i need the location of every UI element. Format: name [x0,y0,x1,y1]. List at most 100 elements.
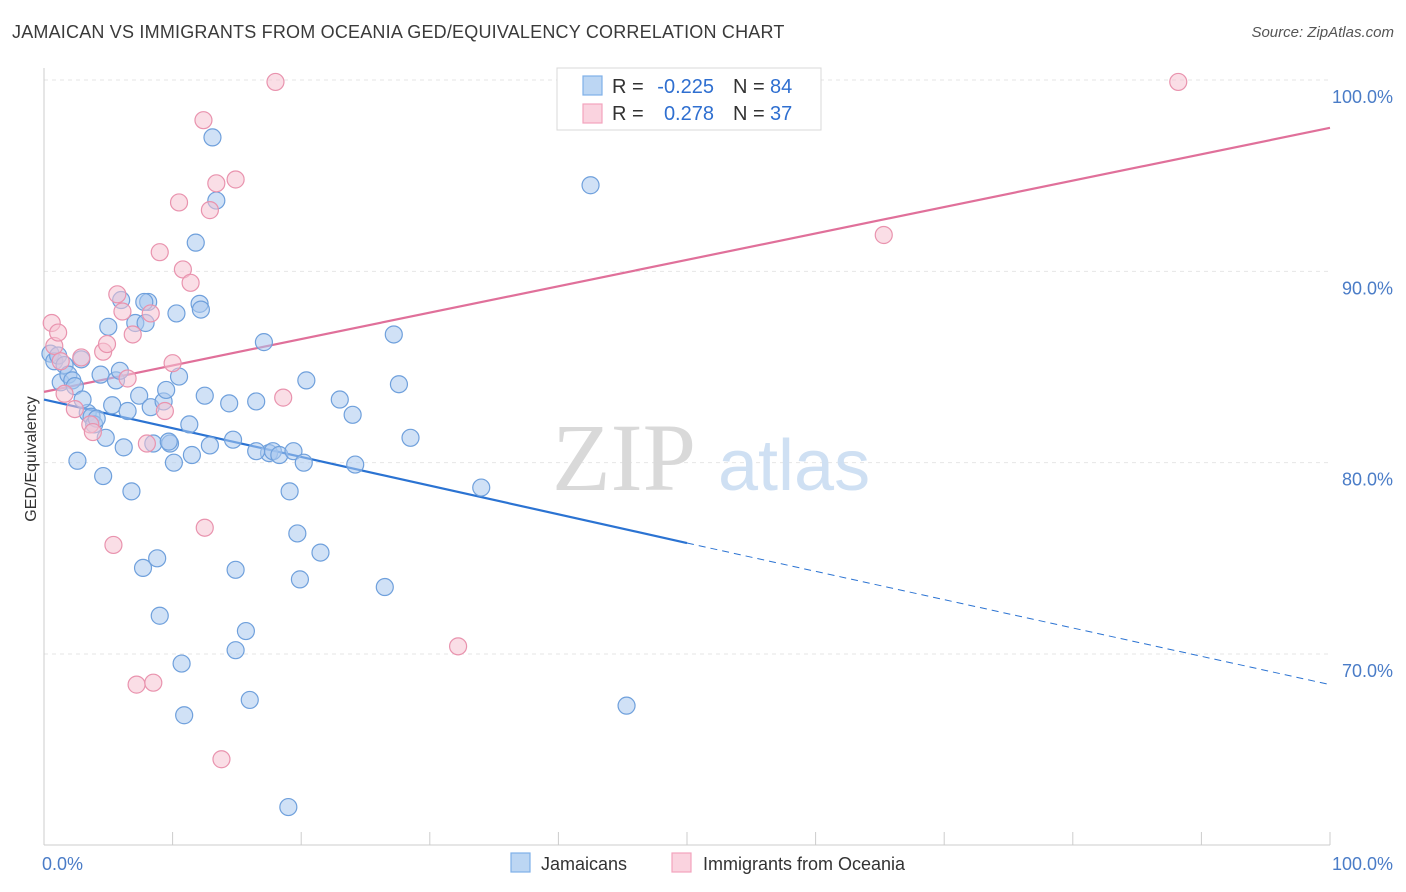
point-jamaicans-82 [247,442,266,461]
point-oceania-26 [194,111,213,130]
point-oceania-32 [266,72,285,92]
point-oceania-3 [51,352,70,371]
point-jamaicans-70 [375,577,394,597]
legend-n-value-oceania: 37 [770,103,792,125]
trend-line-jamaicans [43,398,688,545]
point-oceania-31 [226,170,245,189]
point-jamaicans-62 [288,524,307,543]
point-oceania-2 [49,323,68,342]
legend-n-value-jamaicans: 84 [770,76,792,98]
point-oceania-17 [137,434,156,453]
point-jamaicans-74 [472,478,491,497]
legend-bottom-swatch-jamaicans [510,852,531,873]
point-oceania-22 [163,354,182,373]
point-oceania-29 [207,174,226,193]
point-jamaicans-50 [223,430,243,449]
point-oceania-19 [144,673,163,692]
legend-bottom-label-oceania: Immigrants from Oceania [703,854,906,874]
point-oceania-16 [127,675,146,694]
point-jamaicans-7 [68,451,87,470]
point-oceania-14 [118,369,137,388]
point-jamaicans-37 [167,304,186,323]
point-jamaicans-31 [148,549,167,568]
point-jamaicans-21 [114,438,133,457]
x-tick-label-max: 100.0% [1332,854,1393,874]
point-oceania-10 [97,334,117,354]
point-jamaicans-22 [118,401,137,421]
watermark: ZIP atlas [552,404,870,511]
legend-r-value-jamaicans: -0.225 [657,76,714,98]
point-jamaicans-64 [294,453,313,472]
point-oceania-11 [104,535,123,555]
point-oceania-33 [274,388,293,407]
point-jamaicans-40 [175,706,194,725]
point-jamaicans-34 [157,380,176,400]
point-oceania-4 [55,384,74,403]
point-oceania-30 [212,750,231,769]
legend-r-value-oceania: 0.278 [664,103,714,125]
point-jamaicans-36 [164,453,183,472]
point-oceania-28 [200,201,219,220]
point-jamaicans-43 [186,233,205,252]
point-jamaicans-72 [389,375,409,394]
data-points [41,72,1188,817]
y-tick-label-90: 90.0% [1342,278,1393,298]
point-jamaicans-26 [133,558,153,578]
point-jamaicans-81 [159,432,178,451]
watermark-atlas: atlas [718,426,870,506]
legend-r-label: R = [612,76,644,98]
point-jamaicans-73 [401,428,420,447]
x-tick-label-min: 0.0% [42,854,83,874]
point-jamaicans-67 [330,390,349,409]
point-oceania-13 [113,302,132,321]
legend-n-label-2: N = [733,103,765,125]
y-tick-label-80: 80.0% [1342,470,1393,490]
point-oceania-23 [169,193,189,212]
point-oceania-25 [181,273,200,292]
legend-bottom-label-jamaicans: Jamaicans [541,854,627,874]
chart-source: Source: ZipAtlas.com [1251,24,1394,41]
point-jamaicans-42 [182,445,201,465]
point-jamaicans-55 [247,392,266,411]
watermark-zip: ZIP [552,404,696,511]
point-oceania-8 [83,422,102,442]
point-jamaicans-65 [297,371,316,390]
point-oceania-34 [448,637,468,656]
point-oceania-21 [155,401,174,421]
point-oceania-5 [65,399,84,419]
point-jamaicans-23 [122,482,141,501]
point-jamaicans-41 [180,415,199,434]
point-jamaicans-18 [103,396,122,415]
y-tick-label-70: 70.0% [1342,661,1393,681]
point-jamaicans-76 [617,696,636,715]
y-tick-label-100: 100.0% [1332,87,1393,107]
point-jamaicans-25 [130,386,149,405]
point-jamaicans-69 [346,455,365,474]
point-jamaicans-17 [99,317,118,336]
y-axis-tick-labels: 70.0% 80.0% 90.0% 100.0% [1332,87,1393,681]
point-jamaicans-71 [384,325,403,344]
point-jamaicans-47 [203,128,222,147]
legend-r-label-2: R = [612,103,644,125]
point-oceania-18 [141,304,160,323]
legend-swatch-oceania [582,103,603,124]
legend-bottom-swatch-oceania [671,852,692,873]
point-jamaicans-53 [236,621,256,641]
point-jamaicans-60 [280,482,299,501]
legend-n-label: N = [733,76,765,98]
chart-title: JAMAICAN VS IMMIGRANTS FROM OCEANIA GED/… [12,22,785,42]
point-oceania-36 [1169,72,1188,92]
point-oceania-6 [72,348,91,367]
point-jamaicans-56 [254,333,274,352]
point-jamaicans-75 [581,176,600,195]
point-jamaicans-15 [94,466,113,486]
point-jamaicans-68 [343,405,362,424]
point-jamaicans-54 [240,690,259,710]
trend-line-jamaicans-extension [686,542,1331,686]
point-jamaicans-39 [172,654,191,673]
point-oceania-15 [123,325,142,344]
point-oceania-24 [173,260,192,279]
legend-swatch-jamaicans [582,75,603,96]
point-oceania-27 [195,518,214,537]
x-axis-tick-labels: 0.0% 100.0% [42,854,1393,874]
